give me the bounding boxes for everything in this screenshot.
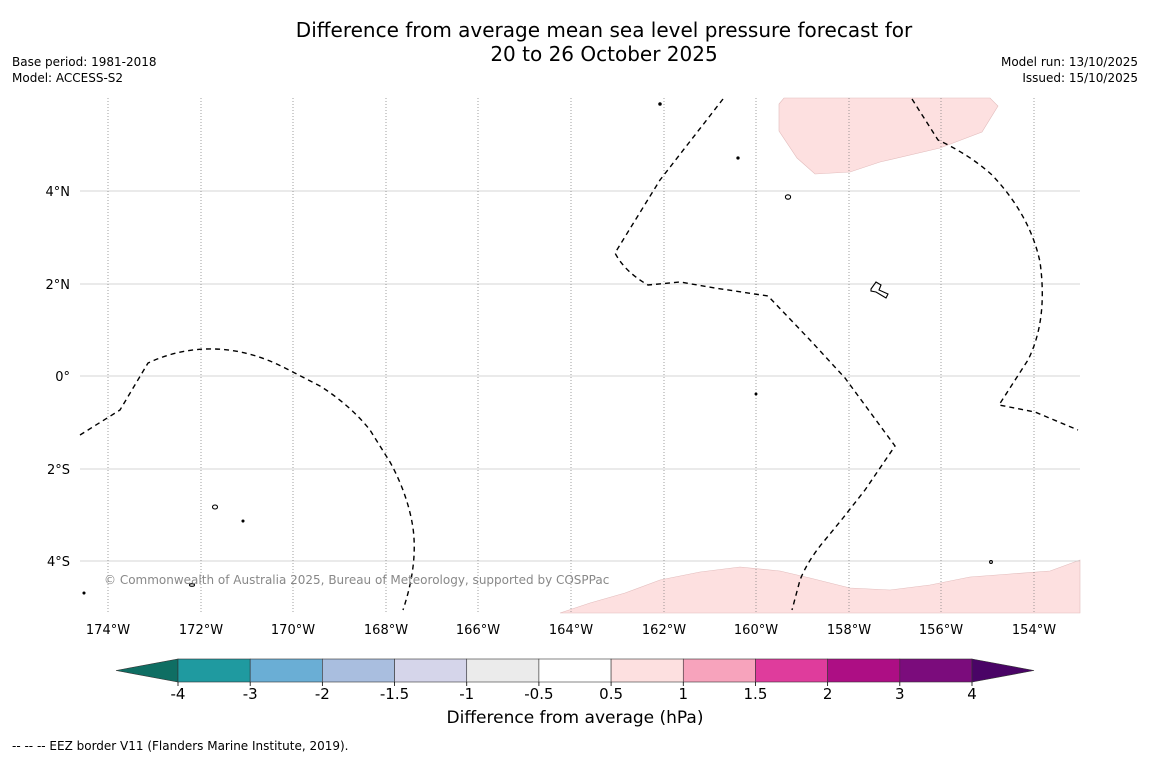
island-howland xyxy=(188,583,196,587)
lon-label-166w: 166°W xyxy=(456,623,500,638)
colorbar-segment xyxy=(610,658,684,683)
colorbar-segment xyxy=(755,658,828,683)
eez-border-kiribati-west xyxy=(79,348,415,611)
lat-label-2n: 2°N xyxy=(46,278,71,293)
colorbar-segment xyxy=(899,658,973,683)
model-run: Model run: 13/10/2025 xyxy=(1000,55,1138,69)
lon-label-164w: 164°W xyxy=(549,623,593,638)
island-dot-3 xyxy=(241,519,245,523)
lon-label-174w: 174°W xyxy=(86,623,130,638)
colorbar-segment xyxy=(394,658,468,683)
eez-border-east xyxy=(911,98,1079,431)
island-baker xyxy=(211,504,219,510)
colorbar-tick-label: -0.5 xyxy=(524,685,553,703)
colorbar-tick-label: -1.5 xyxy=(380,685,409,703)
colorbar-tick-label: -1 xyxy=(459,685,474,703)
colorbar-tick-label: 2 xyxy=(823,685,833,703)
lon-label-162w: 162°W xyxy=(642,623,686,638)
colorbar-tick-label: 1 xyxy=(678,685,688,703)
colorbar-segment xyxy=(538,658,612,683)
meta-left: Base period: 1981-2018 Model: ACCESS-S2 xyxy=(12,54,157,86)
island-dot-6 xyxy=(82,591,86,595)
island-dot-5 xyxy=(989,560,993,564)
island-dot-1 xyxy=(658,102,662,106)
map-title: Difference from average mean sea level p… xyxy=(0,18,1150,66)
colorbar-segment xyxy=(322,658,395,683)
colorbar-extend-high xyxy=(971,658,1035,683)
colorbar-tick-label: 1.5 xyxy=(744,685,768,703)
lon-label-154w: 154°W xyxy=(1012,623,1056,638)
island-dot-2 xyxy=(736,156,740,160)
lon-label-172w: 172°W xyxy=(179,623,223,638)
meta-right: Model run: 13/10/2025 Issued: 15/10/2025 xyxy=(1001,54,1138,86)
island-kiritimati xyxy=(870,281,889,299)
eez-border-central xyxy=(614,98,896,611)
anomaly-area-north xyxy=(778,97,999,175)
colorbar-segment xyxy=(177,658,251,683)
colorbar-tick-label: -3 xyxy=(243,685,258,703)
colorbar-segment xyxy=(682,658,756,683)
copyright-notice: © Commonwealth of Australia 2025, Bureau… xyxy=(104,573,609,587)
eez-borders xyxy=(79,98,1079,611)
title-line-2: 20 to 26 October 2025 xyxy=(490,42,718,66)
eez-legend-note: -- -- -- EEZ border V11 (Flanders Marine… xyxy=(12,739,349,753)
island-jarvis xyxy=(784,194,792,200)
colorbar-label: Difference from average (hPa) xyxy=(446,708,704,728)
lat-label-4s: 4°S xyxy=(47,555,70,570)
colorbar-tick-label: 0.5 xyxy=(599,685,623,703)
lat-label-4n: 4°N xyxy=(46,185,71,200)
colorbar-tick-label: 4 xyxy=(967,685,977,703)
issued-date: Issued: 15/10/2025 xyxy=(1022,71,1138,85)
lon-labels: 174°W 172°W 170°W 168°W 166°W 164°W 162°… xyxy=(86,623,1056,638)
title-line-1: Difference from average mean sea level p… xyxy=(295,18,913,42)
colorbar-tick-label: 3 xyxy=(895,685,905,703)
model-name: Model: ACCESS-S2 xyxy=(12,71,124,85)
colorbar: -4 -3 -2 -1.5 -1 -0.5 0.5 1 1.5 2 3 4 xyxy=(115,658,1035,703)
lat-label-2s: 2°S xyxy=(47,463,70,478)
colorbar-tick-label: -4 xyxy=(171,685,186,703)
lon-label-158w: 158°W xyxy=(827,623,871,638)
lat-gridlines xyxy=(80,190,1080,562)
lon-gridlines xyxy=(107,98,1035,613)
base-period: Base period: 1981-2018 xyxy=(12,55,157,69)
lat-label-0: 0° xyxy=(55,370,70,385)
lon-label-160w: 160°W xyxy=(734,623,778,638)
anomaly-area-south xyxy=(559,559,1081,614)
lon-label-168w: 168°W xyxy=(364,623,408,638)
lon-label-170w: 170°W xyxy=(271,623,315,638)
colorbar-segment xyxy=(827,658,901,683)
islands xyxy=(82,102,993,595)
island-dot-4 xyxy=(754,392,758,396)
colorbar-tick-label: -2 xyxy=(315,685,330,703)
colorbar-segment xyxy=(249,658,323,683)
colorbar-extend-low xyxy=(115,658,179,683)
lon-label-156w: 156°W xyxy=(919,623,963,638)
lat-labels: 4°N 2°N 0° 2°S 4°S xyxy=(46,185,71,570)
colorbar-segment xyxy=(466,658,540,683)
